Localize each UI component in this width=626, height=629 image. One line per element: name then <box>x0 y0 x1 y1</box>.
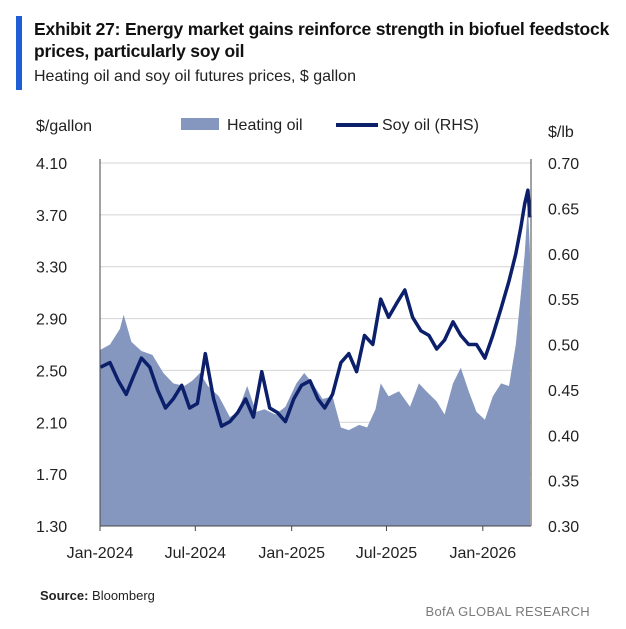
y-axis-right-title: $/lb <box>548 124 574 141</box>
y-tick-left-label: 2.10 <box>36 415 67 432</box>
heating-oil-area <box>100 204 530 526</box>
soy-oil-line <box>99 188 532 428</box>
y-tick-right-label: 0.45 <box>548 383 579 400</box>
x-tick-label: Jul-2024 <box>165 545 226 562</box>
axis-labels: 4.10 3.70 3.30 2.90 2.50 2.10 1.70 1.30 0.70 0.65… <box>36 118 579 562</box>
y-tick-left-label: 2.90 <box>36 312 67 329</box>
source-note: Source: Bloomberg <box>40 588 155 603</box>
y-tick-right-label: 0.65 <box>548 201 579 218</box>
x-tick-label: Jan-2024 <box>67 545 134 562</box>
y-tick-left-label: 3.30 <box>36 260 67 277</box>
y-tick-right-label: 0.55 <box>548 292 579 309</box>
y-tick-right-label: 0.35 <box>548 474 579 491</box>
y-axis-left-title: $/gallon <box>36 118 92 135</box>
legend-swatch-heating-oil <box>181 118 219 130</box>
soy-oil-line-layer <box>99 188 532 428</box>
chart-subtitle: Heating oil and soy oil futures prices, … <box>34 68 356 85</box>
x-tick-label: Jul-2025 <box>356 545 417 562</box>
heating-oil-area-layer <box>100 204 530 526</box>
y-tick-right-label: 0.70 <box>548 156 579 173</box>
y-tick-left-label: 1.70 <box>36 467 67 484</box>
y-tick-left-label: 4.10 <box>36 156 67 173</box>
y-tick-left-label: 1.30 <box>36 519 67 536</box>
y-tick-left-label: 2.50 <box>36 363 67 380</box>
x-tick-label: Jan-2026 <box>449 545 516 562</box>
source-value: Bloomberg <box>92 588 155 603</box>
axes <box>99 159 532 531</box>
legend: Heating oil Soy oil (RHS) <box>181 117 479 134</box>
y-tick-right-label: 0.50 <box>548 338 579 355</box>
y-tick-left-label: 3.70 <box>36 208 67 225</box>
y-tick-right-label: 0.30 <box>548 519 579 536</box>
chart-title: Exhibit 27: Energy market gains reinforc… <box>34 19 610 61</box>
y-tick-right-label: 0.40 <box>548 428 579 445</box>
x-tick-label: Jan-2025 <box>258 545 325 562</box>
y-tick-right-label: 0.60 <box>548 247 579 264</box>
source-label: Source: <box>40 588 89 603</box>
accent-bar <box>16 16 22 90</box>
brand-footer: BofA GLOBAL RESEARCH <box>425 604 590 619</box>
legend-label-heating-oil: Heating oil <box>227 117 303 134</box>
legend-label-soy-oil: Soy oil (RHS) <box>382 117 479 134</box>
